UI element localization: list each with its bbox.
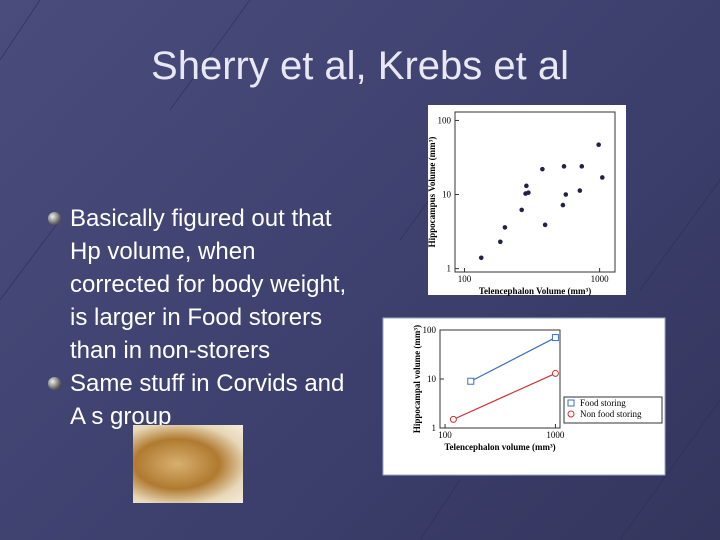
point: [600, 175, 605, 180]
y-tick-label: 10: [427, 374, 437, 384]
y-tick-label: 1: [432, 423, 437, 433]
point: [526, 190, 531, 195]
x-tick-label: 100: [438, 430, 452, 440]
point: [498, 239, 503, 245]
y-tick-label: 100: [423, 325, 437, 335]
point: [577, 188, 583, 193]
legend-symbol: [567, 399, 575, 407]
point: [579, 164, 585, 169]
legend-label: Food storing: [580, 398, 626, 408]
series-line: [470, 337, 556, 382]
point: [596, 142, 601, 148]
x-tick-label: 1000: [546, 430, 565, 440]
slide-title: Sherry et al, Krebs et al: [151, 44, 569, 88]
point: [467, 377, 475, 385]
bullet-list: Basically figured out that Hp volume, wh…: [48, 202, 348, 433]
point: [551, 369, 559, 377]
bullet: Same stuff in Corvids and A s group: [48, 367, 348, 433]
y-tick-label: 10: [442, 190, 452, 200]
y-axis-label: Hippocampus Volume (mm³): [427, 137, 437, 248]
legend-symbol: [567, 410, 575, 418]
plot-frame: [454, 111, 616, 273]
point: [519, 207, 525, 213]
point: [524, 183, 529, 189]
series-line: [453, 372, 556, 420]
bullet: Basically figured out that Hp volume, wh…: [48, 202, 348, 367]
x-axis-label: Telencephalon Volume (mm³): [479, 286, 591, 296]
point: [449, 415, 457, 423]
point: [551, 334, 559, 342]
point: [502, 225, 508, 230]
point: [563, 192, 569, 197]
x-tick-label: 1000: [591, 274, 610, 284]
point: [560, 202, 566, 208]
x-axis-label: Telencephalon volume (mm³): [444, 442, 555, 452]
figure-bg: [428, 105, 626, 295]
point: [478, 255, 484, 261]
y-tick-label: 100: [438, 115, 452, 125]
x-tick-label: 100: [458, 274, 472, 284]
legend-box: [563, 396, 663, 424]
brain-image: [133, 425, 243, 503]
y-tick-label: 1: [447, 264, 452, 274]
point: [542, 222, 548, 228]
point: [540, 166, 545, 172]
legend-label: Non food storing: [580, 409, 642, 419]
point: [561, 164, 567, 169]
y-axis-label: Hippocampal volume (mm³): [412, 325, 422, 433]
